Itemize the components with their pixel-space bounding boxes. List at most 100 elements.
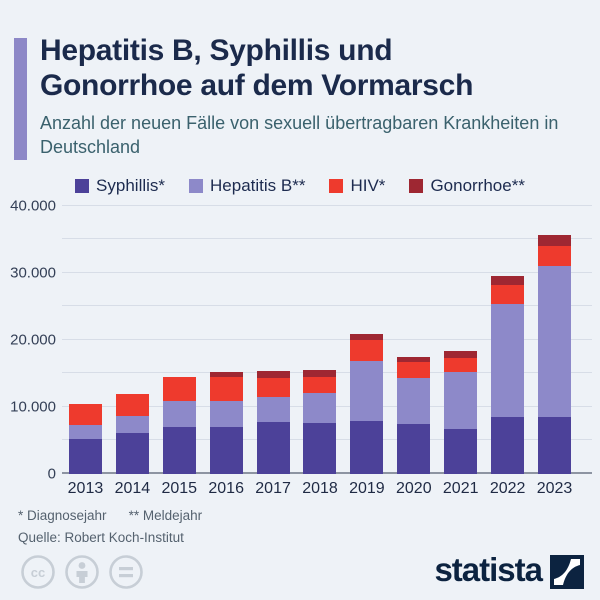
bar-segment[interactable] xyxy=(397,377,431,424)
bar-segment[interactable] xyxy=(538,245,572,267)
bar-segment[interactable] xyxy=(397,356,431,363)
bar-segment[interactable] xyxy=(538,235,572,246)
bar-segment[interactable] xyxy=(256,397,290,422)
gridline xyxy=(62,338,592,340)
x-axis-labels: 2013 2014 2015 2016 2017 2018 2019 2020 2021 2022… xyxy=(62,480,578,498)
x-tick-label: 2015 xyxy=(161,479,198,497)
bar-column-2017 xyxy=(250,206,297,474)
bar-segment[interactable] xyxy=(538,417,572,474)
y-tick-label: 0 xyxy=(47,465,56,482)
legend-swatch-icon xyxy=(329,178,344,193)
stacked-bar-2022[interactable] xyxy=(491,275,525,474)
bar-column-2015 xyxy=(156,206,203,474)
bar-segment[interactable] xyxy=(303,393,337,424)
x-tick-label: 2018 xyxy=(302,479,338,497)
x-tick-label: 2016 xyxy=(208,479,244,497)
bar-column-2014 xyxy=(109,206,156,474)
legend-item-3: Gonorrhoe** xyxy=(409,176,525,196)
bar-column-2013 xyxy=(62,206,109,474)
x-tick-label: 2013 xyxy=(67,479,104,497)
stacked-bar-2018[interactable] xyxy=(303,369,337,474)
x-tick-label: 2017 xyxy=(255,479,291,497)
bar-segment[interactable] xyxy=(350,360,384,421)
footer: cc statista xyxy=(20,553,584,590)
bar-segment[interactable] xyxy=(209,371,243,378)
bar-segment[interactable] xyxy=(209,426,243,474)
title-accent-bar xyxy=(14,38,27,160)
bar-segment[interactable] xyxy=(209,377,243,402)
bar-segment[interactable] xyxy=(68,425,102,439)
x-tick-label: 2020 xyxy=(396,479,432,497)
bar-segment[interactable] xyxy=(68,438,102,474)
y-tick-label: 30.000 xyxy=(10,264,56,281)
bar-segment[interactable] xyxy=(491,304,525,418)
legend-label: HIV* xyxy=(350,175,386,195)
legend-swatch-icon xyxy=(189,178,204,193)
bar-column-2016 xyxy=(203,206,250,474)
plot-area xyxy=(62,204,592,474)
bar-segment[interactable] xyxy=(256,371,290,378)
y-tick-label: 40.000 xyxy=(10,197,56,214)
attribution-icon xyxy=(65,554,99,589)
bar-segment[interactable] xyxy=(256,421,290,474)
page-title: Hepatitis B, Syphillis und Gonorrhoe auf… xyxy=(40,34,580,103)
bar-segment[interactable] xyxy=(115,394,149,416)
stacked-bar-2020[interactable] xyxy=(397,356,431,474)
bar-column-2022 xyxy=(484,206,531,474)
stacked-bar-2017[interactable] xyxy=(256,371,290,474)
source: Quelle: Robert Koch-Institut xyxy=(18,529,184,545)
bar-segment[interactable] xyxy=(162,401,196,428)
gridline xyxy=(62,238,592,239)
bar-segment[interactable] xyxy=(115,415,149,434)
stacked-bar-2014[interactable] xyxy=(115,394,149,474)
bar-segment[interactable] xyxy=(256,377,290,398)
legend-label: Syphillis* xyxy=(96,175,166,195)
bar-column-2019 xyxy=(343,206,390,474)
bar-segment[interactable] xyxy=(350,340,384,361)
bar-segment[interactable] xyxy=(303,377,337,394)
stacked-bar-2015[interactable] xyxy=(162,377,196,474)
stacked-bar-2016[interactable] xyxy=(209,371,243,474)
stacked-bar-2023[interactable] xyxy=(538,235,572,474)
license-icons: cc xyxy=(20,554,144,590)
equal-icon xyxy=(109,554,143,589)
bar-segment[interactable] xyxy=(444,372,478,429)
bar-segment[interactable] xyxy=(491,417,525,474)
bar-segment[interactable] xyxy=(444,358,478,373)
bar-segment[interactable] xyxy=(162,377,196,402)
bar-segment[interactable] xyxy=(491,275,525,286)
bar-segment[interactable] xyxy=(350,420,384,474)
bar-segment[interactable] xyxy=(162,427,196,474)
bar-segment[interactable] xyxy=(444,350,478,359)
stacked-bar-2013[interactable] xyxy=(68,403,102,474)
bars-container xyxy=(62,206,578,474)
bar-segment[interactable] xyxy=(397,362,431,378)
statista-logo-mark xyxy=(550,554,584,589)
bar-segment[interactable] xyxy=(538,266,572,418)
bar-segment[interactable] xyxy=(350,334,384,341)
x-tick-label: 2022 xyxy=(489,479,526,497)
bar-segment[interactable] xyxy=(491,285,525,305)
bar-segment[interactable] xyxy=(209,401,243,427)
legend-label: Gonorrhoe** xyxy=(430,175,525,195)
legend-swatch-icon xyxy=(409,178,424,193)
bar-segment[interactable] xyxy=(303,369,337,378)
legend-item-1: Hepatitis B** xyxy=(189,176,305,196)
bar-segment[interactable] xyxy=(397,423,431,474)
stacked-bar-2019[interactable] xyxy=(350,334,384,474)
bar-segment[interactable] xyxy=(115,433,149,474)
y-axis-labels: 0 10.000 20.000 30.000 40.000 xyxy=(6,197,62,482)
footnote-diagnosejahr: * Diagnosejahr xyxy=(18,507,107,523)
subtitle: Anzahl der neuen Fälle von sexuell übert… xyxy=(40,113,559,157)
legend-item-0: Syphillis* xyxy=(75,176,165,196)
bar-segment[interactable] xyxy=(303,423,337,474)
statista-logo-text: statista xyxy=(434,551,543,588)
bar-segment[interactable] xyxy=(68,403,102,426)
stacked-bar-2021[interactable] xyxy=(444,350,478,474)
footnote-meldejahr: ** Meldejahr xyxy=(128,507,203,523)
bar-column-2023 xyxy=(531,206,578,474)
svg-text:cc: cc xyxy=(31,565,45,580)
legend-label: Hepatitis B** xyxy=(210,175,306,195)
x-tick-label: 2023 xyxy=(536,479,573,497)
bar-segment[interactable] xyxy=(444,428,478,474)
